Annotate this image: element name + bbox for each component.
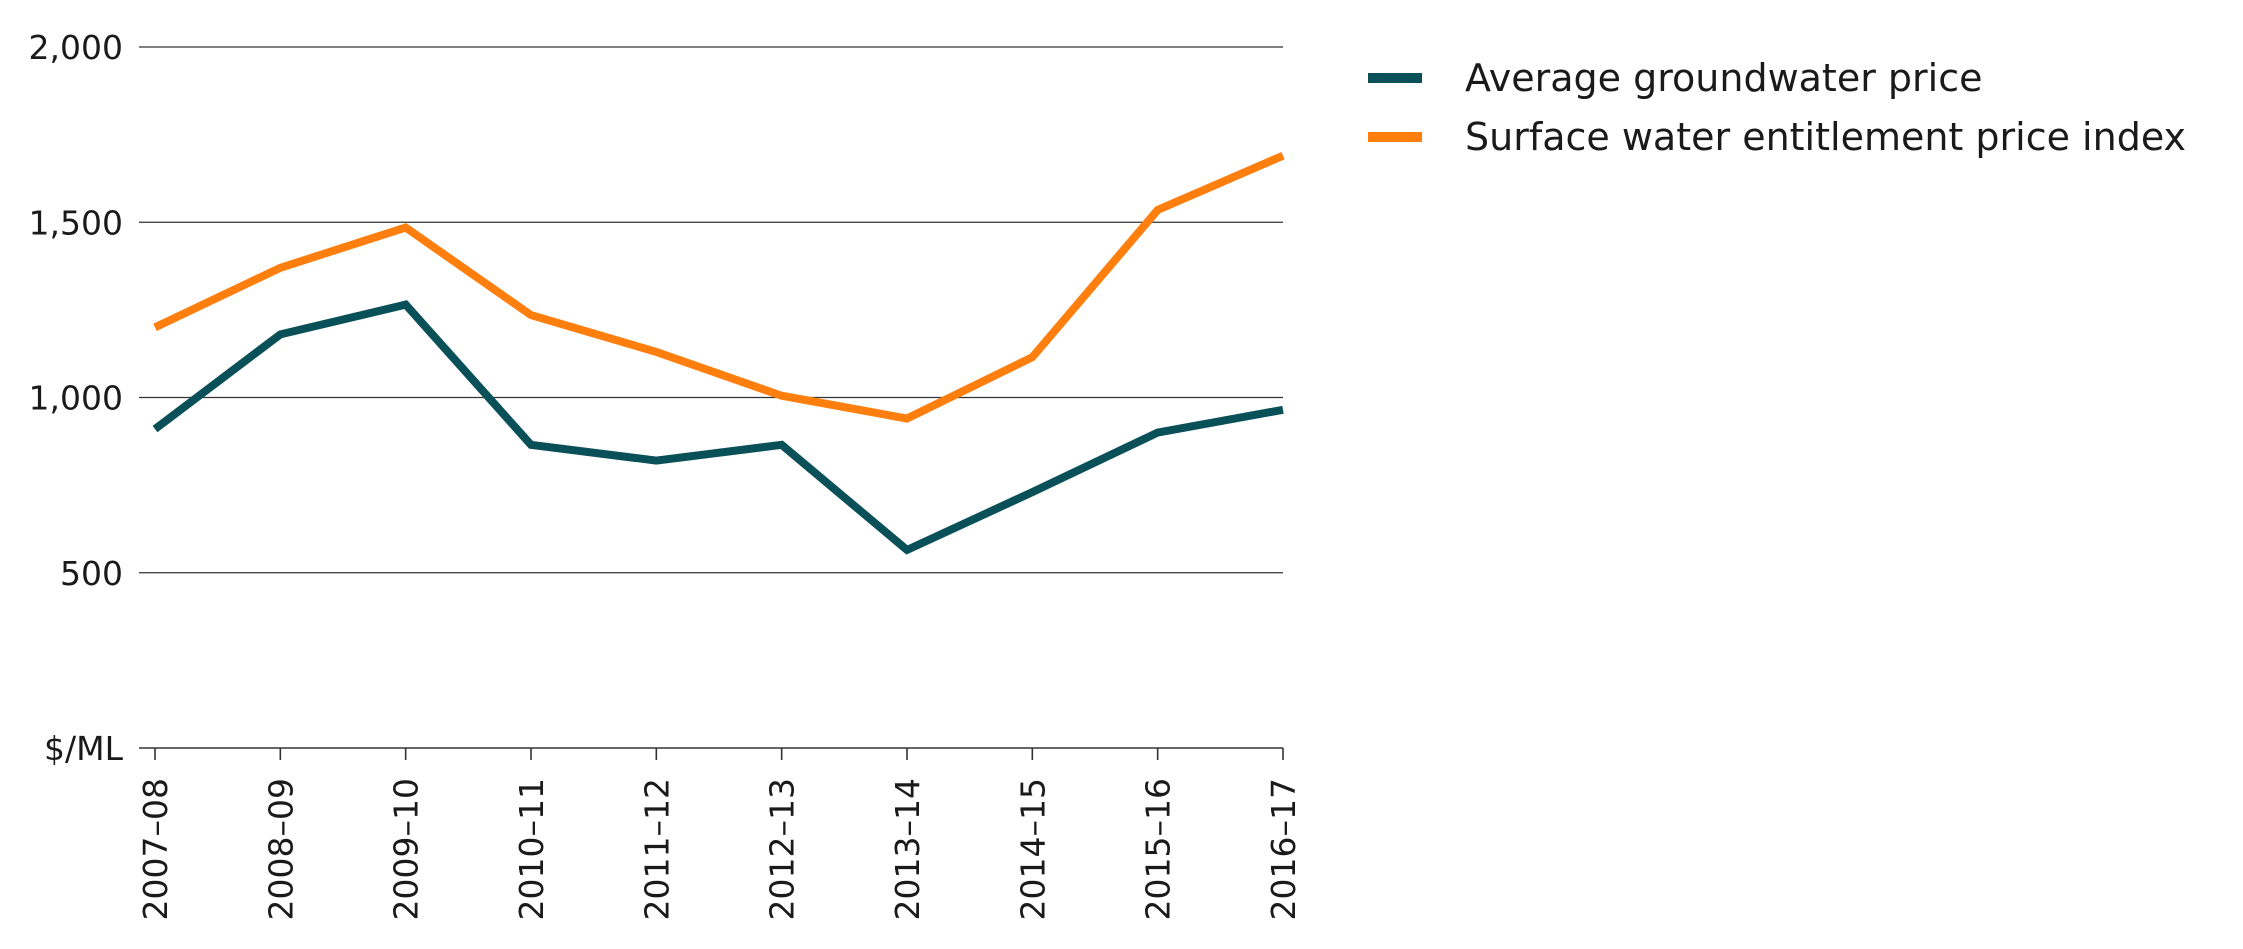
legend-label: Surface water entitlement price index [1465, 115, 2186, 159]
y-tick-label: 1,500 [29, 203, 123, 242]
y-tick-label: 2,000 [29, 28, 123, 67]
y-tick-label: 500 [60, 554, 123, 593]
x-tick-label: 2007–08 [136, 778, 175, 920]
y-axis-unit-label: $/ML [44, 729, 124, 768]
legend: Average groundwater price Surface water e… [1368, 56, 2186, 159]
series-line-groundwater [152, 300, 1284, 555]
x-tick-label: 2015–16 [1139, 778, 1178, 920]
gridlines [139, 46, 1283, 574]
x-tick-label: 2014–15 [1013, 778, 1052, 920]
series-lines [152, 151, 1285, 555]
x-axis: 2007–08 2008–09 2009–10 2010–11 2011–12 2012–… [136, 747, 1303, 920]
x-tick-label: 2011–12 [637, 778, 676, 920]
series-line-surface-water [153, 151, 1285, 423]
x-tick-label: 2009–10 [387, 778, 426, 920]
legend-label: Average groundwater price [1465, 56, 1983, 100]
x-tick-label: 2008–09 [261, 778, 300, 920]
x-tick-label: 2010–11 [512, 778, 551, 920]
x-tick-label: 2016–17 [1264, 778, 1303, 920]
y-tick-label: 1,000 [29, 379, 123, 418]
x-tick-label: 2013–14 [888, 778, 927, 920]
x-tick-label: 2012–13 [763, 778, 802, 920]
y-axis-tick-labels: 500 1,000 1,500 2,000 [29, 28, 123, 593]
